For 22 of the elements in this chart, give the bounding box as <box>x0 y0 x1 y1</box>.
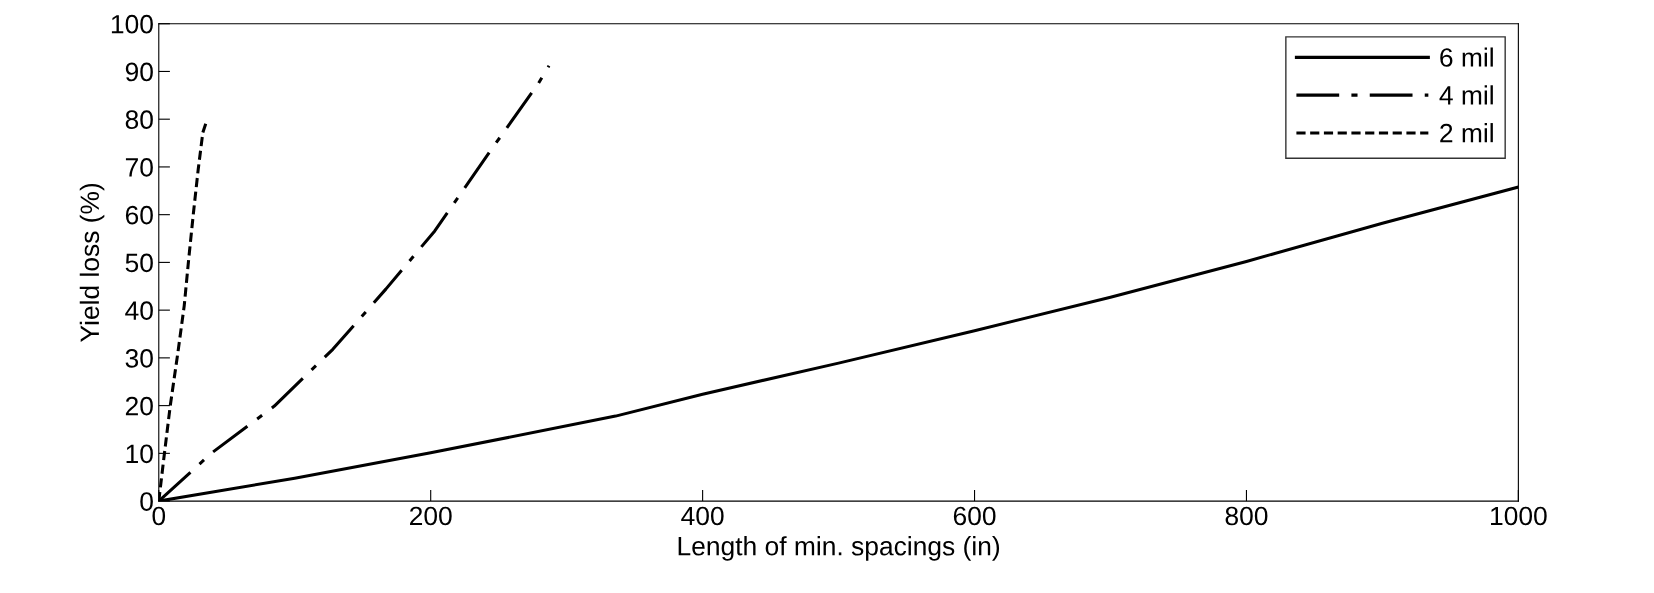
y-tick-label: 0 <box>140 492 153 511</box>
x-tick-label: 200 <box>410 506 452 526</box>
x-axis-title: Length of min. spacings (in) <box>678 536 1000 561</box>
legend-label: 6 mil <box>1440 47 1493 67</box>
y-tick-label: 30 <box>125 349 153 368</box>
x-tick-label: 800 <box>1225 506 1268 526</box>
y-tick-label: 40 <box>125 301 153 320</box>
legend-label: 4 mil <box>1439 85 1493 105</box>
x-tick-label: 1000 <box>1491 506 1547 526</box>
y-axis-title: Yield loss (%) <box>79 183 105 342</box>
y-tick-label: 70 <box>125 158 153 177</box>
y-tick-label: 10 <box>126 444 153 464</box>
x-tick-label: 400 <box>681 506 724 526</box>
legend-label: 2 mil <box>1440 123 1493 143</box>
y-tick-label: 50 <box>125 253 153 273</box>
y-tick-label: 20 <box>125 396 153 416</box>
y-tick-label: 60 <box>125 205 153 225</box>
y-tick-label: 100 <box>111 14 153 34</box>
y-tick-label: 90 <box>125 62 153 82</box>
x-tick-label: 600 <box>953 506 996 526</box>
x-tick-label: 0 <box>152 506 166 526</box>
y-tick-label: 80 <box>125 110 153 130</box>
